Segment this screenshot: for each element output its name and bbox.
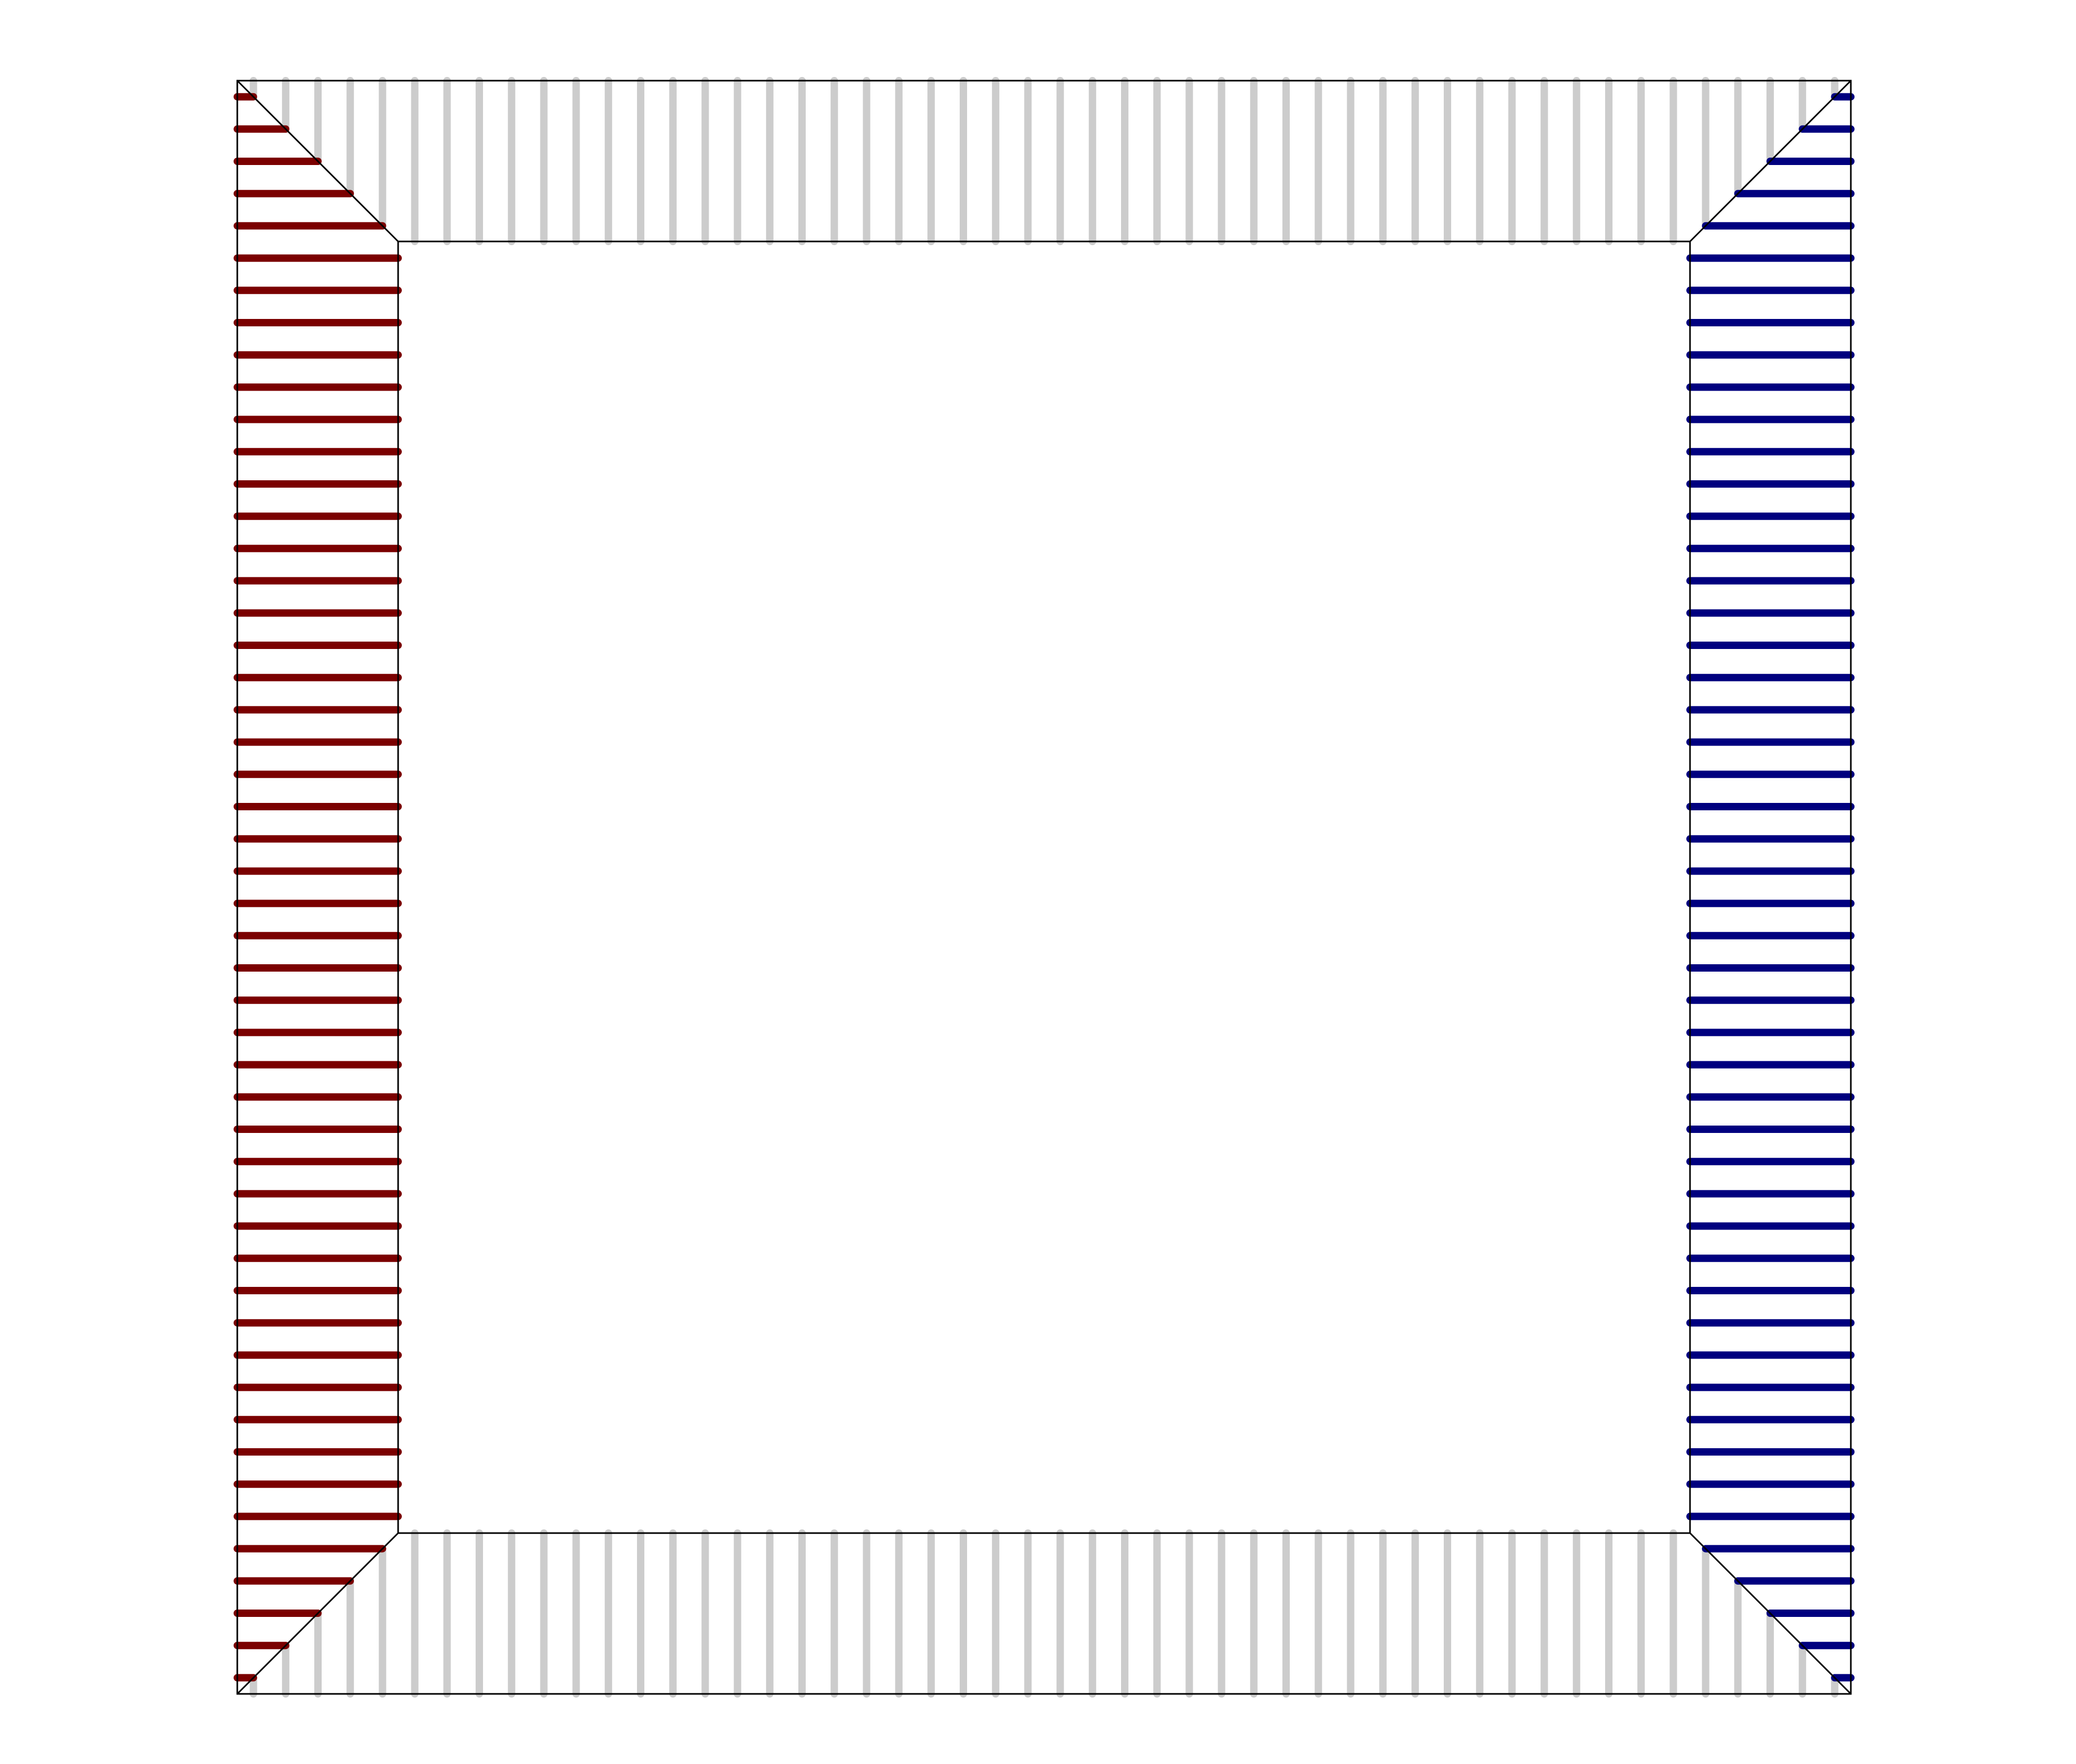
right-pin-column: [1686, 93, 1855, 1682]
outer-boundary: [236, 80, 1852, 1695]
left-pin-column: [234, 93, 402, 1682]
bottom-pin-row: [249, 1529, 1839, 1698]
corner-bevel: [1689, 80, 1852, 243]
top-pin-row: [249, 77, 1839, 245]
package-outline: [236, 80, 1852, 1695]
corner-bevel: [236, 80, 399, 243]
inner-boundary: [397, 240, 1691, 1534]
corner-bevel: [1689, 1532, 1852, 1695]
corner-bevel: [236, 1532, 399, 1695]
